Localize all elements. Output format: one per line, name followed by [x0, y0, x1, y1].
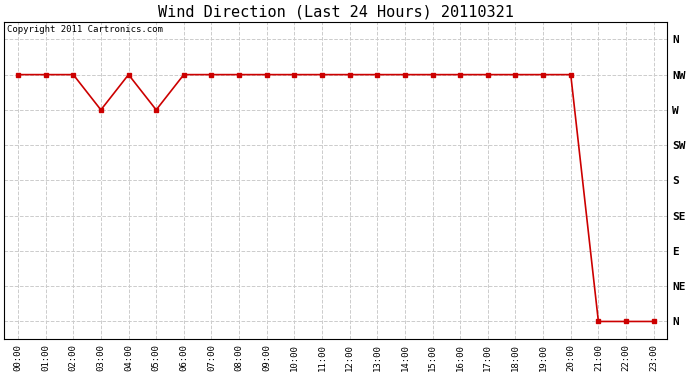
Title: Wind Direction (Last 24 Hours) 20110321: Wind Direction (Last 24 Hours) 20110321: [158, 4, 514, 19]
Text: Copyright 2011 Cartronics.com: Copyright 2011 Cartronics.com: [8, 25, 164, 34]
